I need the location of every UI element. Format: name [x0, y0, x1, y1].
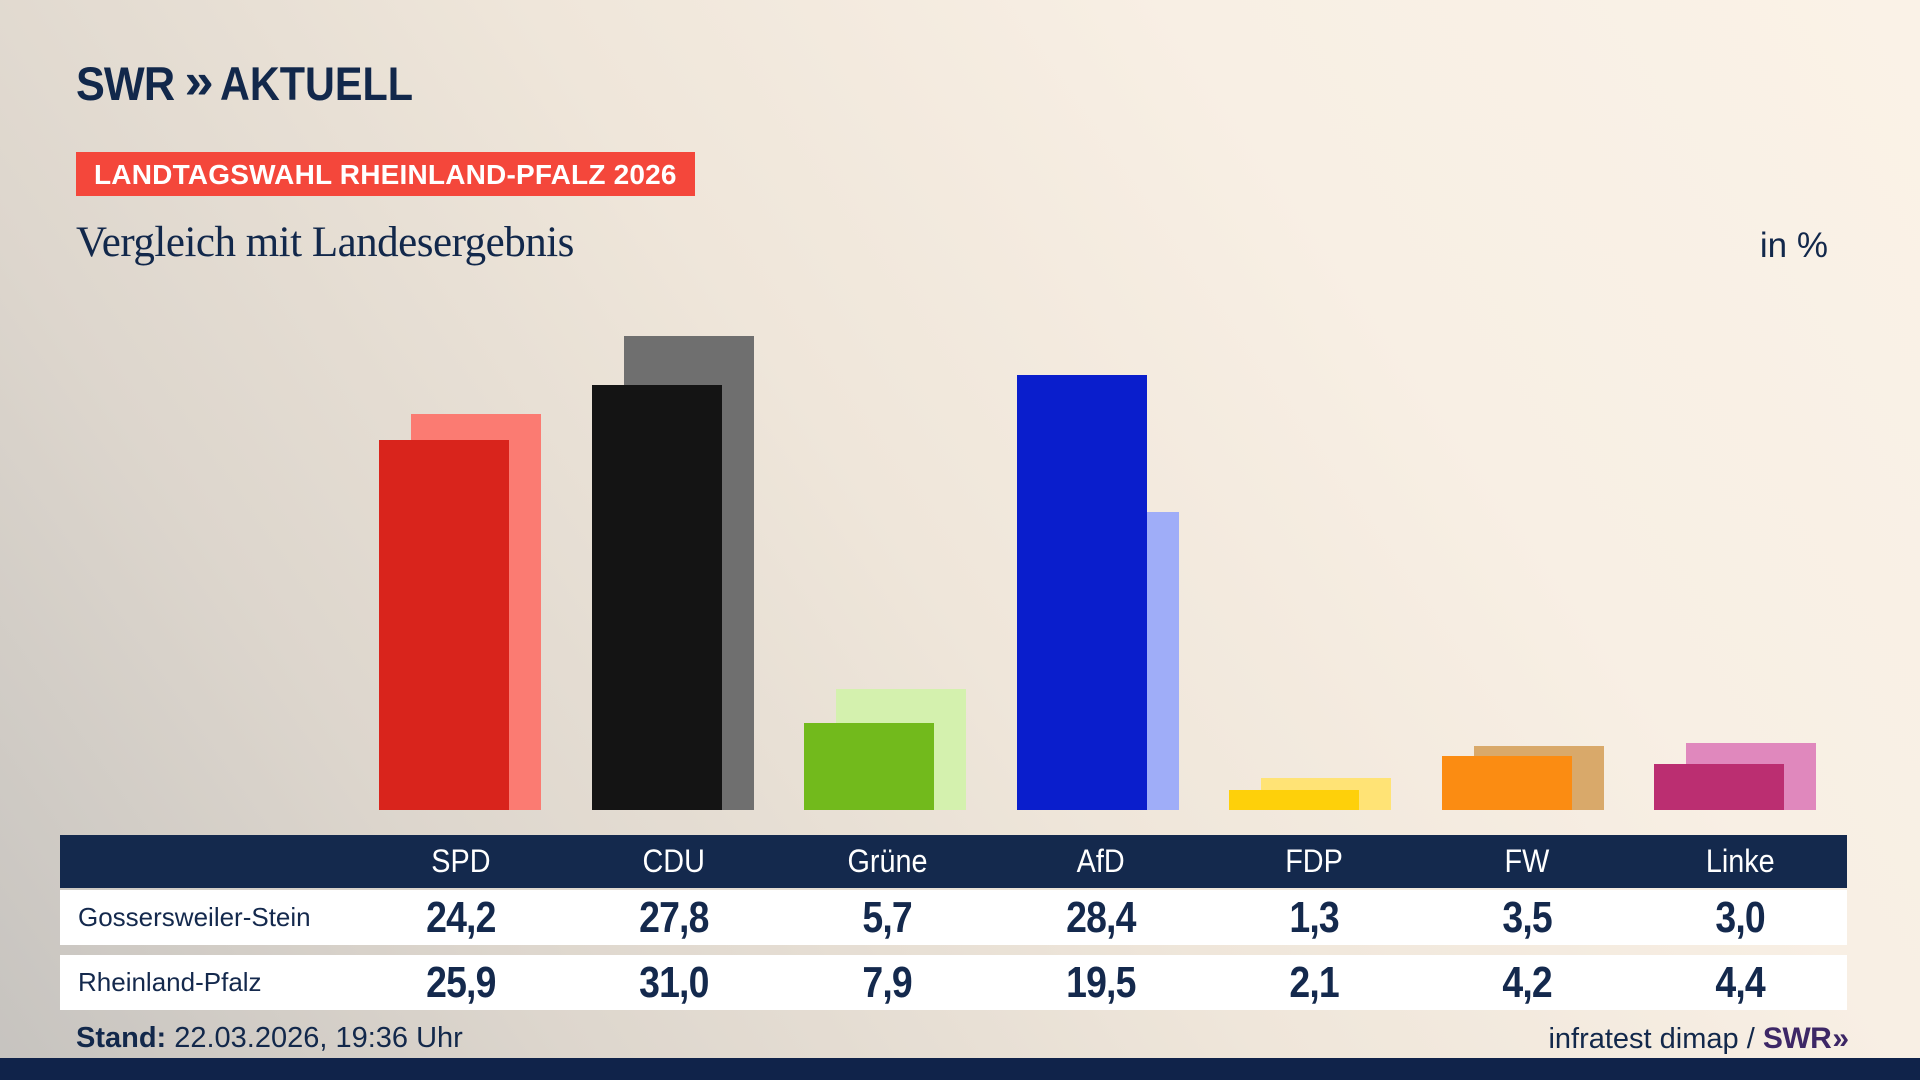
election-banner: LANDTAGSWAHL RHEINLAND-PFALZ 2026 [76, 152, 695, 196]
logo-swr-text: SWR [76, 57, 175, 110]
value-Linke-Gossersweiler-Stein: 3,0 [1715, 892, 1766, 942]
value-FDP-Rheinland-Pfalz: 2,1 [1289, 957, 1339, 1007]
value-Linke-Rheinland-Pfalz: 4,4 [1715, 957, 1766, 1007]
table-row: Gossersweiler-Stein 24,2 27,8 5,7 28,4 1,3 3,5… [60, 890, 1847, 945]
value-SPD-Rheinland-Pfalz: 25,9 [425, 957, 496, 1007]
logo-aktuell-text: AKTUELL [220, 57, 414, 110]
stand-value: 22.03.2026, 19:36 Uhr [174, 1022, 463, 1054]
row-label: Rheinland-Pfalz [78, 967, 262, 997]
value-AfD-Rheinland-Pfalz: 19,5 [1065, 957, 1136, 1007]
timestamp: Stand: 22.03.2026, 19:36 Uhr [76, 1022, 463, 1055]
table-corner-cell [60, 835, 354, 888]
bottom-navy-strip [0, 1058, 1920, 1080]
credit-chevron-icon: » [1832, 1022, 1849, 1055]
swr-aktuell-logo: SWR » AKTUELL [76, 53, 440, 111]
value-SPD-Gossersweiler-Stein: 24,2 [425, 892, 496, 942]
value-FW-Rheinland-Pfalz: 4,2 [1502, 957, 1552, 1007]
bar-AfD-local [1017, 375, 1147, 810]
column-header-CDU: CDU [642, 843, 706, 879]
table-row: Rheinland-Pfalz 25,9 31,0 7,9 19,5 2,1 4,2 4,4 [60, 955, 1847, 1010]
source-credit: infratest dimap / SWR» [1548, 1022, 1849, 1056]
value-CDU-Gossersweiler-Stein: 27,8 [639, 892, 709, 942]
credit-swr-logo: SWR [1762, 1022, 1832, 1055]
value-FW-Gossersweiler-Stein: 3,5 [1502, 892, 1552, 942]
bar-FDP-local [1229, 790, 1359, 810]
stand-label: Stand: [76, 1022, 167, 1054]
column-header-FW: FW [1504, 843, 1550, 879]
value-Grüne-Gossersweiler-Stein: 5,7 [862, 892, 912, 942]
row-label: Gossersweiler-Stein [78, 902, 311, 932]
chart-title: Vergleich mit Landesergebnis [76, 219, 574, 266]
bar-FW-local [1442, 756, 1572, 810]
column-header-AfD: AfD [1076, 843, 1125, 879]
value-CDU-Rheinland-Pfalz: 31,0 [639, 957, 709, 1007]
bar-Grüne-local [804, 723, 934, 810]
bar-Linke-local [1654, 764, 1784, 810]
bar-CDU-local [592, 385, 722, 810]
unit-label: in % [1759, 226, 1828, 265]
column-header-SPD: SPD [431, 843, 491, 879]
value-AfD-Gossersweiler-Stein: 28,4 [1065, 892, 1136, 942]
table-header-row: SPD CDU Grüne AfD FDP FW Linke [60, 835, 1847, 888]
double-chevron-icon: » [184, 52, 213, 109]
column-header-Linke: Linke [1705, 843, 1775, 879]
value-Grüne-Rheinland-Pfalz: 7,9 [862, 957, 912, 1007]
column-header-FDP: FDP [1284, 843, 1343, 879]
bar-SPD-local [379, 440, 509, 810]
credit-text: infratest dimap / [1548, 1023, 1763, 1055]
value-FDP-Gossersweiler-Stein: 1,3 [1289, 892, 1339, 942]
column-header-Grüne: Grüne [847, 843, 928, 879]
